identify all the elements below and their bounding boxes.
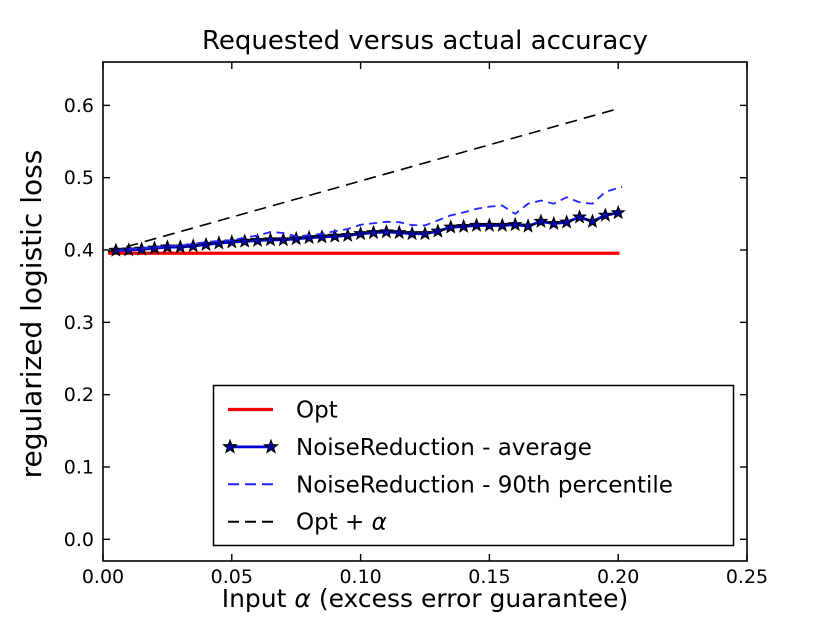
x-axis-label-part: Input	[221, 584, 295, 613]
legend-item-label: NoiseReduction - 90th percentile	[296, 472, 673, 498]
series-marker-star	[314, 229, 330, 244]
series-marker-star	[468, 217, 485, 232]
legend-sample-marker-star	[263, 438, 279, 454]
series-marker-star	[443, 219, 459, 234]
legend-sample-marker-star	[222, 438, 238, 454]
x-tick-label: 0.10	[339, 566, 381, 588]
series-marker-star	[275, 231, 291, 247]
series-marker-star	[288, 230, 304, 246]
y-tick-label: 0.0	[64, 529, 94, 551]
legend-item-label: NoiseReduction - average	[296, 435, 592, 461]
x-tick-label: 0.00	[82, 566, 124, 588]
legend-item-label: Opt + α	[296, 510, 387, 536]
series-marker-star	[198, 236, 214, 252]
y-tick-label: 0.3	[64, 312, 94, 334]
x-tick-label: 0.25	[726, 566, 768, 588]
series-marker-star	[365, 224, 382, 240]
series-marker-star	[224, 234, 240, 249]
series-marker-star	[327, 228, 343, 243]
x-axis-label: Input α (excess error guarantee)	[103, 584, 747, 613]
series-marker-star	[546, 215, 562, 231]
y-tick-label: 0.6	[64, 95, 94, 117]
series-marker-star	[159, 239, 175, 254]
legend-item-label: Opt	[296, 398, 338, 424]
x-tick-label: 0.15	[468, 566, 510, 588]
series-marker-star	[597, 207, 613, 222]
series-marker-star	[456, 218, 472, 233]
series-marker-star	[494, 217, 510, 232]
series-marker-star	[250, 232, 266, 248]
series-marker-star	[391, 224, 407, 240]
series-marker-star	[610, 204, 626, 220]
y-axis-label: regularized logistic loss	[15, 149, 48, 479]
plot-border	[102, 61, 748, 562]
chart-title: Requested versus actual accuracy	[202, 26, 648, 56]
series-marker-star	[533, 213, 549, 228]
series-marker-star	[353, 225, 369, 241]
y-tick-label: 0.1	[64, 456, 94, 478]
series-marker-star	[237, 233, 253, 248]
series-marker-star	[262, 231, 278, 247]
series-marker-star	[520, 218, 536, 233]
series-marker-star	[417, 225, 433, 241]
series-marker-star	[301, 229, 317, 245]
y-tick-label: 0.4	[64, 240, 94, 262]
series-marker-star	[340, 227, 356, 242]
x-tick-label: 0.20	[597, 566, 639, 588]
series-marker-star	[378, 224, 394, 239]
series-marker-star	[481, 217, 497, 232]
series-marker-star	[584, 213, 600, 228]
series-line-2	[115, 185, 623, 251]
legend-box	[212, 384, 735, 547]
x-axis-label-part: α	[294, 584, 311, 613]
series-marker-star	[559, 214, 575, 229]
x-axis-label-part: (excess error guarantee)	[310, 584, 629, 613]
x-tick-label: 0.05	[211, 566, 253, 588]
series-marker-star	[404, 225, 420, 241]
y-tick-label: 0.5	[64, 167, 94, 189]
series-marker-star	[507, 216, 523, 232]
series-marker-star	[211, 235, 227, 250]
series-marker-star	[185, 238, 201, 253]
series-marker-star	[572, 209, 588, 224]
series-line-3	[107, 107, 619, 253]
y-tick-label: 0.2	[64, 384, 94, 406]
series-marker-star	[430, 223, 446, 238]
